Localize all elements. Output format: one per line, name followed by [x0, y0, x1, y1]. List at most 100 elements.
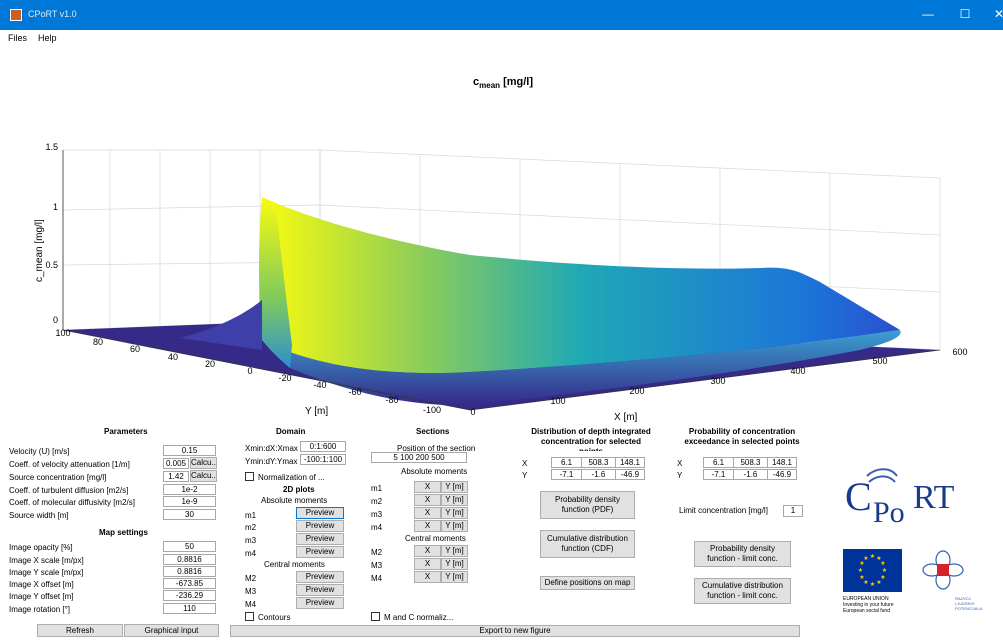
section-M3-y-button[interactable]: Y [m] [441, 558, 468, 570]
section-M4-x-button[interactable]: X [414, 571, 441, 583]
distribution-x3-cell[interactable]: 148.1 [615, 457, 645, 468]
svg-text:★: ★ [859, 560, 864, 567]
yoffset-input[interactable]: -236.29 [163, 590, 216, 601]
turbulent-diffusion-input[interactable]: 1e-2 [163, 484, 216, 495]
xtick-label: 0 [470, 407, 475, 417]
y-axis-line [62, 329, 471, 411]
calc-attenuation-button[interactable]: Calcu... [190, 457, 217, 469]
preview-m4-button[interactable]: Preview [296, 546, 344, 558]
minimize-button[interactable]: — [922, 7, 934, 21]
section-m2-x-button[interactable]: X [414, 494, 441, 506]
velocity-input[interactable]: 0.15 [163, 445, 216, 456]
window-title: CPoRT v1.0 [28, 9, 77, 19]
distribution-heading: Distribution of depth integrated concent… [515, 427, 667, 451]
section-M2-y-button[interactable]: Y [m] [441, 545, 468, 557]
preview-M3-button[interactable]: Preview [296, 584, 344, 596]
surface-body [262, 197, 900, 374]
xoffset-input[interactable]: -673.85 [163, 578, 216, 589]
exceedance-y1-cell[interactable]: -7.1 [703, 469, 733, 480]
menu-files[interactable]: Files [8, 33, 28, 43]
limit-pdf-button-line: Probability density [710, 544, 775, 553]
exceedance-x3-cell[interactable]: 148.1 [767, 457, 797, 468]
section-M3-x-button[interactable]: X [414, 558, 441, 570]
close-button[interactable]: ✕ [993, 7, 1003, 21]
section-M4-y-button[interactable]: Y [m] [441, 571, 468, 583]
svg-text:★: ★ [880, 560, 885, 567]
section-m4-label: m4 [371, 523, 383, 532]
section-m4-y-button[interactable]: Y [m] [441, 520, 468, 532]
cdf-button[interactable]: Cumulative distribution function (CDF) [540, 530, 635, 558]
distribution-x2-cell[interactable]: 508.3 [581, 457, 615, 468]
svg-text:★: ★ [882, 567, 887, 574]
xrange-input[interactable]: 0:1:600 [300, 441, 346, 452]
limit-concentration-input[interactable]: 1 [783, 505, 803, 517]
distribution-y1-cell[interactable]: -7.1 [551, 469, 581, 480]
graphical-input-button[interactable]: Graphical input [124, 624, 219, 637]
maximize-button[interactable]: ☐ [959, 7, 971, 21]
section-m2-label: m2 [371, 497, 383, 506]
export-figure-button[interactable]: Export to new figure [230, 625, 800, 637]
calc-source-conc-button[interactable]: Calcu... [190, 470, 217, 482]
limit-pdf-button[interactable]: Probability density function - limit conc… [694, 541, 791, 567]
rotation-input[interactable]: 110 [163, 603, 216, 614]
pdf-button[interactable]: Probability density function (PDF) [540, 491, 635, 519]
preview-m3-button[interactable]: Preview [296, 533, 344, 545]
distribution-heading-line: concentration for selected [540, 437, 642, 446]
yscale-input[interactable]: 0.8816 [163, 566, 216, 577]
opacity-input[interactable]: 50 [163, 541, 216, 552]
mc-normaliz-checkbox[interactable] [371, 612, 380, 621]
source-width-input[interactable]: 30 [163, 509, 216, 520]
esf-caption-line: LJUDSKIH [955, 601, 975, 606]
distribution-x1-cell[interactable]: 6.1 [551, 457, 581, 468]
ytick-label: 0 [247, 366, 252, 376]
refresh-button[interactable]: Refresh [37, 624, 123, 637]
sections-central-moments-label: Central moments [405, 534, 466, 543]
limit-pdf-button-line: function - limit conc. [707, 554, 778, 563]
moment-m4-label: m4 [245, 549, 257, 558]
moment-M2-label: M2 [245, 574, 257, 583]
preview-m2-button[interactable]: Preview [296, 520, 344, 532]
exceedance-x1-cell[interactable]: 6.1 [703, 457, 733, 468]
source-width-label: Source width [m] [9, 511, 69, 520]
limit-cdf-button[interactable]: Cumulative distribution function - limit … [694, 578, 791, 604]
preview-m1-button[interactable]: Preview [296, 507, 344, 519]
exceedance-x2-cell[interactable]: 508.3 [733, 457, 767, 468]
define-positions-button[interactable]: Define positions on map [540, 576, 635, 590]
section-m1-x-button[interactable]: X [414, 481, 441, 493]
surface-left-flare [180, 300, 262, 350]
ytick-label: -40 [313, 380, 326, 390]
cport-logo-arc [866, 468, 898, 477]
preview-M4-button[interactable]: Preview [296, 597, 344, 609]
exceedance-y2-cell[interactable]: -1.6 [733, 469, 767, 480]
menu-help[interactable]: Help [38, 33, 57, 43]
distribution-y3-cell[interactable]: -46.9 [615, 469, 645, 480]
section-position-input[interactable]: 5 100 200 500 [371, 452, 467, 463]
xscale-input[interactable]: 0.8816 [163, 554, 216, 565]
limit-concentration-label: Limit concentration [mg/l] [679, 506, 768, 515]
section-M2-x-button[interactable]: X [414, 545, 441, 557]
yrange-input[interactable]: -100:1:100 [300, 454, 346, 465]
distribution-y2-cell[interactable]: -1.6 [581, 469, 615, 480]
section-m1-y-button[interactable]: Y [m] [441, 481, 468, 493]
xtick-label: 600 [952, 347, 967, 357]
surface-plot[interactable]: cmean [mg/l] 1.5 1 0.5 0 c_mean [mg/l] 1… [0, 46, 1003, 422]
xoffset-label: Image X offset [m] [9, 580, 74, 589]
section-m4-x-button[interactable]: X [414, 520, 441, 532]
normalization-checkbox[interactable] [245, 472, 254, 481]
contours-checkbox[interactable] [245, 612, 254, 621]
map-settings-heading: Map settings [99, 528, 148, 537]
exceedance-y3-cell[interactable]: -46.9 [767, 469, 797, 480]
molecular-diffusivity-input[interactable]: 1e-9 [163, 496, 216, 507]
preview-M2-button[interactable]: Preview [296, 571, 344, 583]
section-m2-y-button[interactable]: Y [m] [441, 494, 468, 506]
section-m3-y-button[interactable]: Y [m] [441, 507, 468, 519]
croatian-checkers [937, 564, 949, 576]
esf-caption-line: RAZVOJ [955, 596, 971, 601]
section-m3-x-button[interactable]: X [414, 507, 441, 519]
source-conc-input[interactable]: 1.42 [163, 471, 189, 482]
yrange-label: Ymin:dY:Ymax [245, 457, 298, 466]
svg-text:★: ★ [863, 579, 868, 586]
attenuation-input[interactable]: 0.005 [163, 458, 189, 469]
normalization-label: Normalization of ... [258, 473, 325, 482]
exceedance-x-label: X [677, 459, 683, 468]
